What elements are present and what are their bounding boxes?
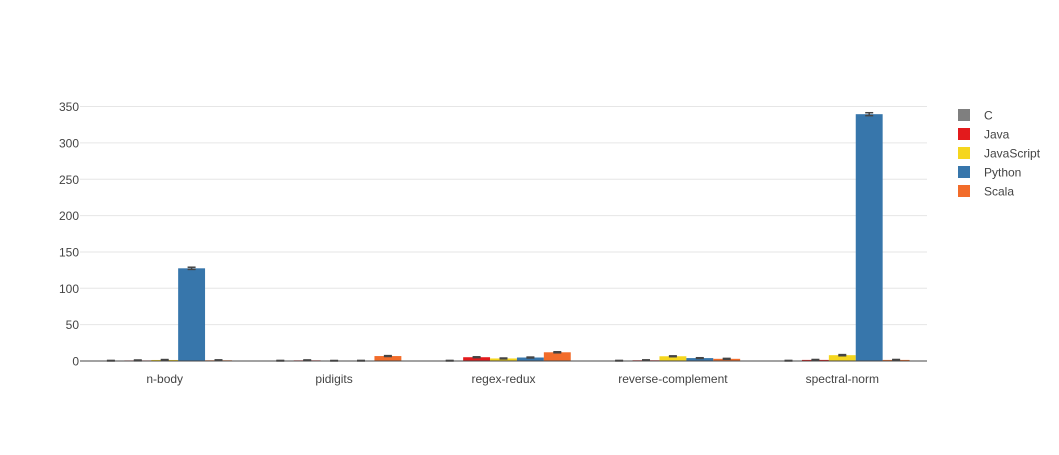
legend-label: C (984, 109, 993, 123)
x-tick-label: reverse-complement (618, 372, 728, 386)
y-tick-label: 0 (72, 355, 79, 369)
x-tick-label: pidigits (315, 372, 352, 386)
legend-swatch (958, 109, 970, 121)
y-tick-label: 150 (59, 245, 79, 259)
y-tick-label: 200 (59, 209, 79, 223)
x-tick-label: regex-redux (471, 372, 535, 386)
legend-swatch (958, 147, 970, 159)
legend-item-java[interactable]: Java (958, 128, 1010, 142)
legend-label: JavaScript (984, 147, 1041, 161)
legend-label: Scala (984, 185, 1014, 199)
error-bar (892, 359, 900, 360)
legend-item-python[interactable]: Python (958, 166, 1021, 180)
error-bar (811, 359, 819, 360)
gridlines (80, 107, 927, 325)
bar-python-spectral-norm[interactable] (856, 114, 883, 361)
legend-item-scala[interactable]: Scala (958, 185, 1014, 199)
error-bar (526, 357, 534, 358)
legend-swatch (958, 185, 970, 197)
bars (97, 113, 909, 361)
x-tick-label: n-body (146, 372, 183, 386)
error-bar (553, 352, 561, 353)
legend-label: Java (984, 128, 1010, 142)
error-bar (838, 355, 846, 356)
legend-swatch (958, 128, 970, 140)
error-bar (696, 358, 704, 359)
bar-scala-regex-redux[interactable] (544, 352, 571, 361)
y-tick-label: 50 (66, 318, 80, 332)
error-bar (161, 360, 169, 361)
error-bar (723, 358, 731, 359)
x-tick-label: spectral-norm (806, 372, 879, 386)
error-bar (384, 356, 392, 357)
y-tick-label: 250 (59, 173, 79, 187)
x-axis-ticks: n-body pidigits regex-redux reverse-complem… (146, 372, 879, 386)
legend-item-javascript[interactable]: JavaScript (958, 147, 1041, 161)
legend[interactable]: C Java JavaScript Python Scala (958, 109, 1041, 199)
legend-item-c[interactable]: C (958, 109, 993, 123)
y-axis-ticks: 0 50 100 150 200 250 300 350 (59, 100, 79, 368)
error-bar (500, 358, 508, 359)
y-tick-label: 300 (59, 136, 79, 150)
y-tick-label: 100 (59, 282, 79, 296)
error-bar (473, 357, 481, 358)
error-bar (188, 267, 196, 269)
legend-label: Python (984, 166, 1021, 180)
y-tick-label: 350 (59, 100, 79, 114)
error-bar (669, 356, 677, 357)
legend-swatch (958, 166, 970, 178)
bar-python-n-body[interactable] (178, 268, 205, 361)
